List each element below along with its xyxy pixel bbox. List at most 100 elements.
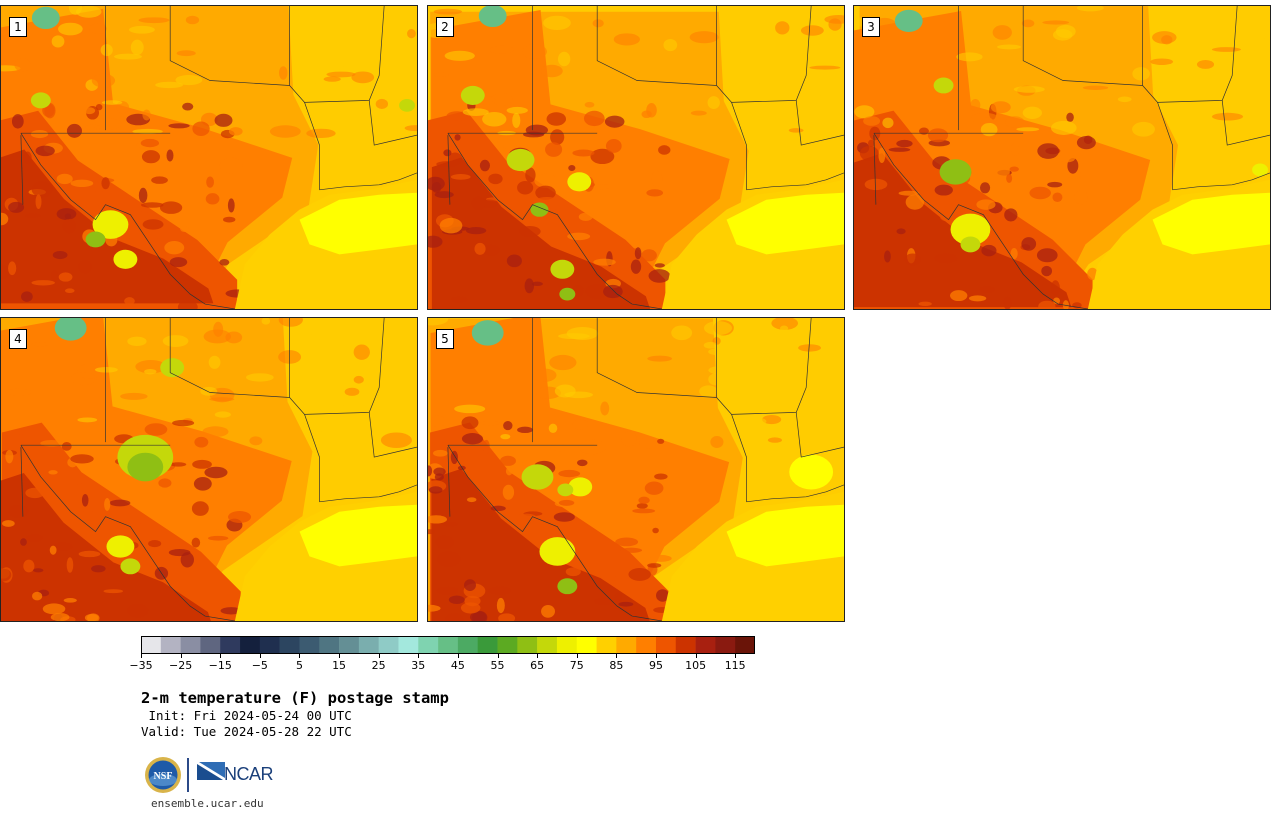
texture-blob	[51, 270, 58, 281]
texture-blob	[140, 138, 160, 148]
texture-blob	[428, 515, 448, 524]
texture-blob	[49, 545, 57, 555]
texture-blob	[997, 44, 1022, 50]
texture-blob	[854, 105, 875, 119]
texture-blob	[1047, 181, 1063, 188]
texture-blob	[191, 537, 201, 548]
texture-blob	[436, 161, 458, 167]
gulf-water-warm	[299, 192, 417, 255]
texture-blob	[548, 423, 558, 433]
texture-blob	[1036, 248, 1058, 263]
texture-blob	[436, 586, 459, 595]
texture-blob	[155, 81, 184, 89]
texture-blob	[8, 505, 29, 518]
texture-blob	[58, 272, 73, 282]
texture-blob	[1050, 280, 1060, 296]
texture-blob	[568, 165, 576, 172]
colorbar-bin	[497, 636, 518, 654]
colorbar-tick-label: 115	[724, 659, 746, 672]
colorbar-bin	[616, 636, 637, 654]
colorbar-bin	[418, 636, 439, 654]
boundary-line	[20, 135, 24, 205]
texture-blob	[1150, 58, 1174, 66]
texture-blob	[968, 295, 987, 302]
texture-blob	[878, 147, 886, 163]
texture-blob	[636, 503, 648, 509]
colorbar-bin	[715, 636, 736, 654]
texture-blob	[462, 108, 489, 116]
texture-blob	[14, 58, 31, 72]
temperature-region	[1, 472, 211, 621]
boundary-line	[319, 484, 417, 503]
texture-blob	[380, 432, 412, 448]
texture-blob	[512, 112, 521, 128]
texture-blob	[1021, 19, 1035, 28]
texture-blob	[48, 470, 58, 475]
texture-blob	[168, 123, 190, 129]
texture-blob	[316, 430, 346, 443]
colorbar-tick-label: 95	[648, 659, 663, 672]
boundary-line	[873, 132, 1088, 309]
texture-blob	[888, 147, 911, 152]
texture-blob	[81, 493, 89, 507]
texture-blob	[91, 565, 106, 573]
colorbar-tick-label: 65	[530, 659, 545, 672]
texture-blob	[185, 15, 200, 25]
texture-blob	[482, 244, 501, 256]
colorbar-tick-label: 75	[569, 659, 584, 672]
texture-blob	[103, 589, 124, 594]
boundary-line	[20, 447, 24, 517]
texture-blob	[205, 193, 220, 205]
texture-blob	[166, 149, 174, 162]
panel-label: 5	[436, 329, 454, 349]
boundary-line	[447, 447, 451, 517]
texture-blob	[488, 586, 512, 595]
texture-blob	[609, 576, 622, 581]
texture-blob	[898, 190, 920, 196]
texture-blob	[434, 473, 444, 481]
colorbar-bin	[477, 636, 498, 654]
texture-blob	[404, 125, 417, 132]
texture-blob	[896, 228, 906, 235]
cool-spot	[127, 452, 164, 482]
texture-blob	[219, 157, 243, 174]
texture-blob	[488, 173, 503, 185]
texture-blob	[690, 110, 707, 116]
texture-blob	[8, 261, 17, 276]
texture-blob	[1062, 300, 1069, 309]
texture-blob	[128, 25, 155, 34]
texture-blob	[56, 173, 73, 185]
cool-spot	[539, 537, 576, 566]
texture-blob	[572, 149, 595, 157]
texture-blob	[543, 15, 571, 31]
texture-blob	[614, 592, 622, 603]
texture-blob	[578, 212, 593, 221]
texture-blob	[465, 226, 487, 235]
texture-blob	[1029, 186, 1051, 200]
texture-blob	[533, 368, 557, 382]
texture-blob	[291, 333, 320, 347]
colorbar-tick	[497, 654, 499, 658]
colorbar-bin	[438, 636, 459, 654]
texture-blob	[208, 535, 229, 541]
texture-blob	[1196, 59, 1215, 69]
texture-blob	[649, 554, 672, 562]
colorbar-bin	[576, 636, 597, 654]
texture-blob	[1, 520, 15, 527]
texture-blob	[461, 416, 479, 430]
texture-blob	[35, 194, 42, 210]
texture-blob	[632, 508, 656, 514]
texture-blob	[545, 142, 563, 157]
texture-blob	[489, 45, 515, 54]
texture-blob	[590, 148, 615, 165]
texture-blob	[334, 413, 365, 425]
boundary-line	[20, 132, 235, 309]
boundary-line	[596, 318, 717, 398]
texture-blob	[1076, 135, 1096, 150]
texture-blob	[990, 101, 1011, 114]
colorbar-bin	[141, 636, 162, 654]
texture-blob	[278, 66, 288, 80]
init-time: Init: Fri 2024-05-24 00 UTC	[141, 708, 352, 723]
texture-blob	[375, 98, 389, 110]
texture-blob	[648, 269, 671, 283]
